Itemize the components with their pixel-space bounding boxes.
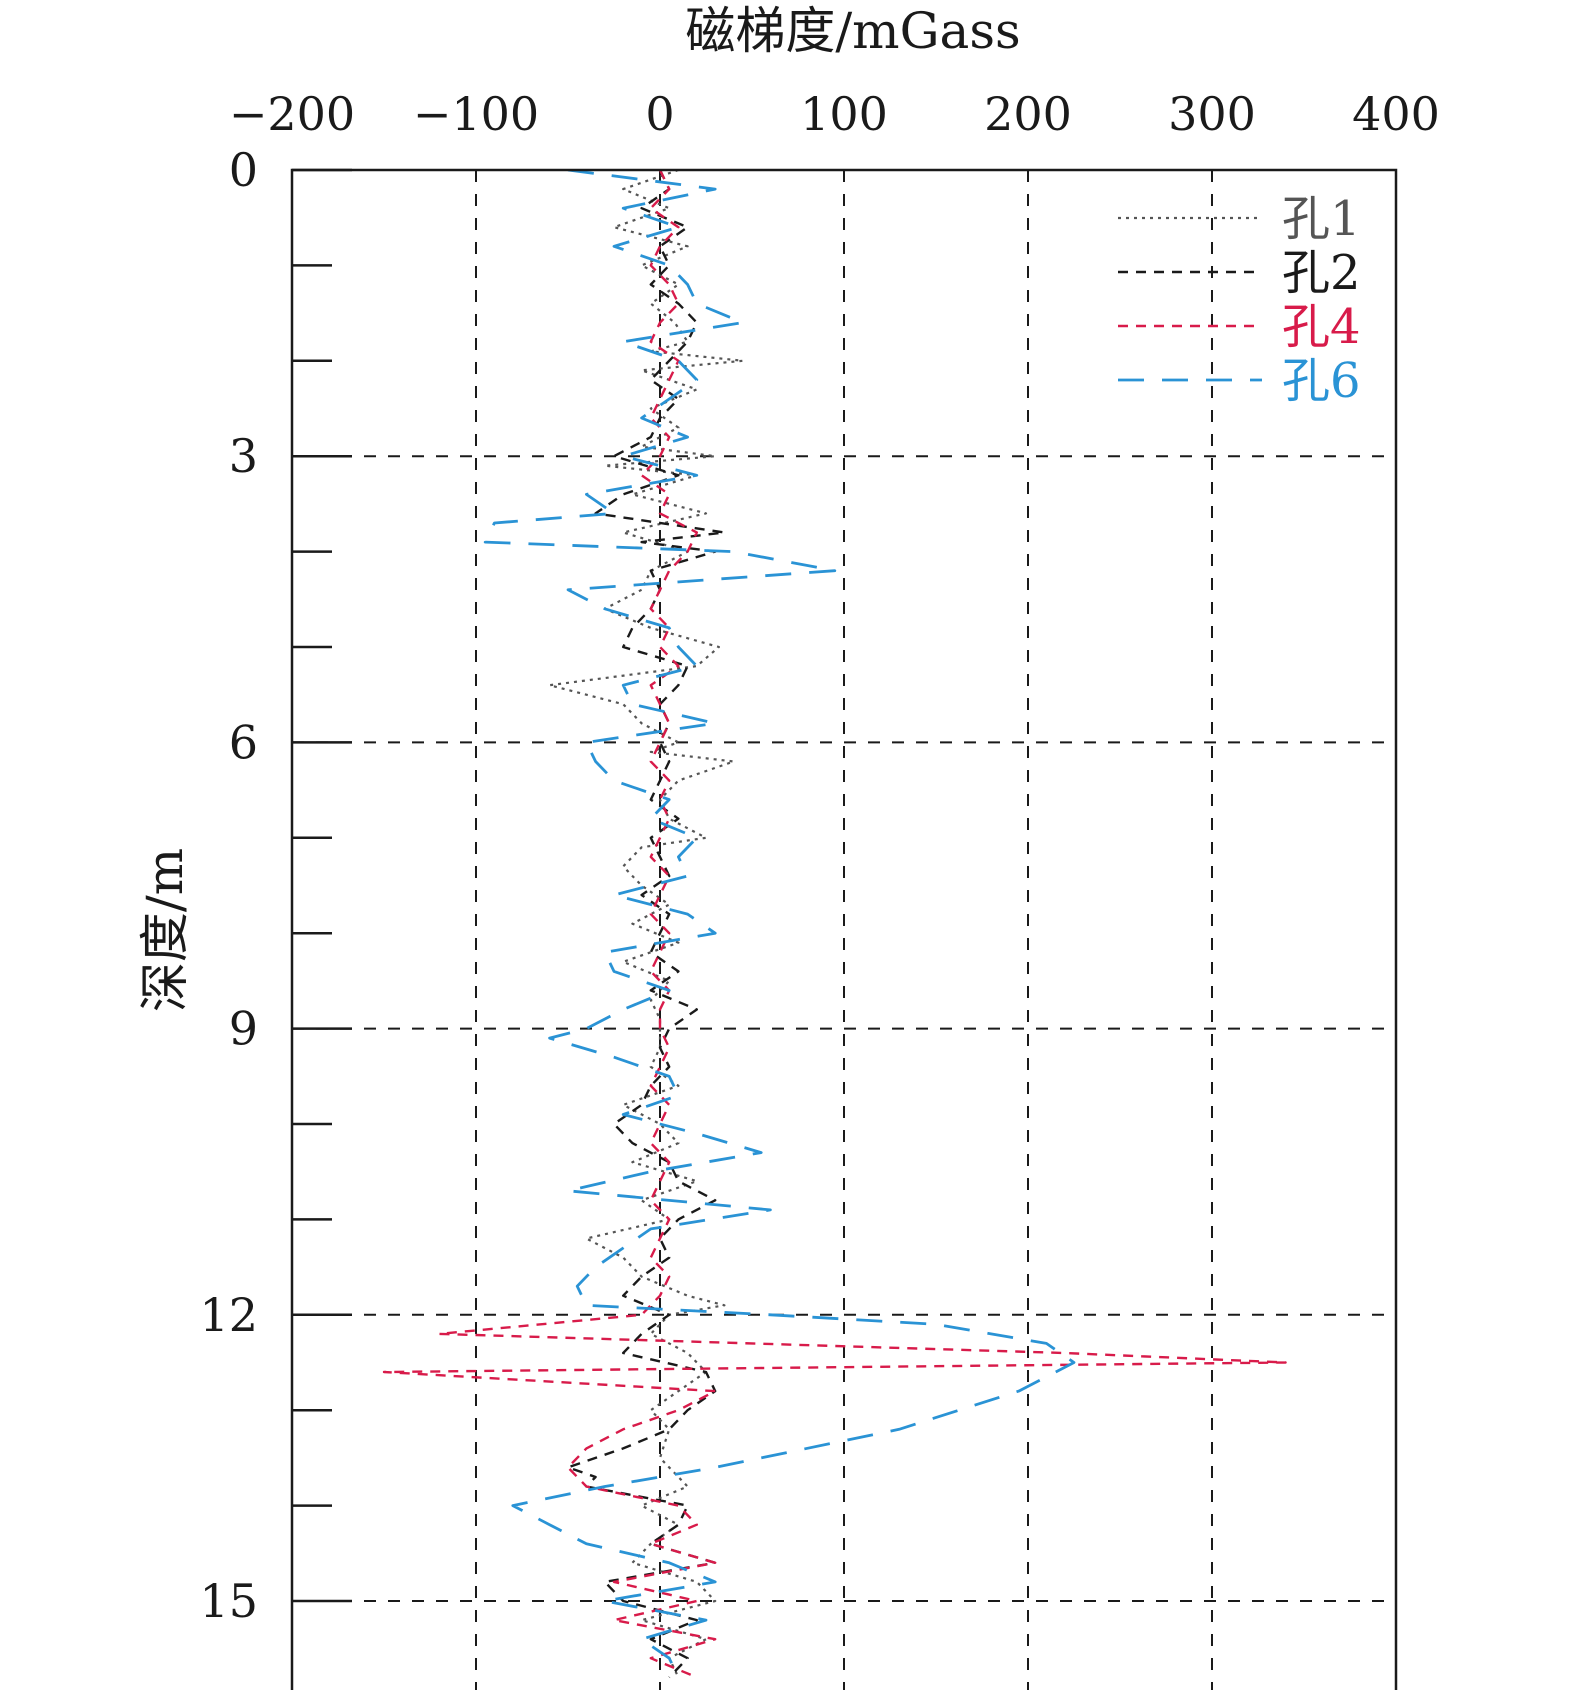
x-tick-label: 0 (645, 87, 674, 141)
grid-layer (292, 170, 1396, 1695)
series-line-孔4 (382, 170, 1287, 1679)
x-tick-label: 400 (1352, 87, 1440, 141)
y-tick-label: 12 (199, 1288, 258, 1342)
series-layer (382, 170, 1287, 1679)
axis-layer: −200 −100 0 100 200 300 400 0 3 6 9 12 15 (199, 87, 1439, 1628)
y-tick-label: 6 (229, 715, 258, 769)
plot-frame (290, 168, 1398, 1695)
series-line-孔6 (483, 170, 1076, 1678)
y-tick-label: 3 (229, 429, 258, 483)
x-tick-label: 300 (1168, 87, 1256, 141)
y-tick-label: 0 (229, 143, 258, 197)
series-line-孔1 (548, 170, 744, 1678)
legend-label: 孔2 (1282, 245, 1361, 301)
legend-label: 孔1 (1282, 191, 1361, 247)
x-tick-label: −200 (229, 87, 355, 141)
x-tick-label: 100 (800, 87, 888, 141)
y-tick-label: 9 (229, 1002, 258, 1056)
x-tick-label: −100 (413, 87, 539, 141)
legend-label: 孔4 (1282, 299, 1361, 355)
x-tick-label: 200 (984, 87, 1072, 141)
y-tick-label: 15 (199, 1574, 258, 1628)
y-axis-title: 深度/m (136, 848, 194, 1012)
series-line-孔2 (566, 170, 726, 1679)
x-axis-title: 磁梯度/mGass (685, 2, 1020, 60)
legend-label: 孔6 (1282, 353, 1361, 409)
